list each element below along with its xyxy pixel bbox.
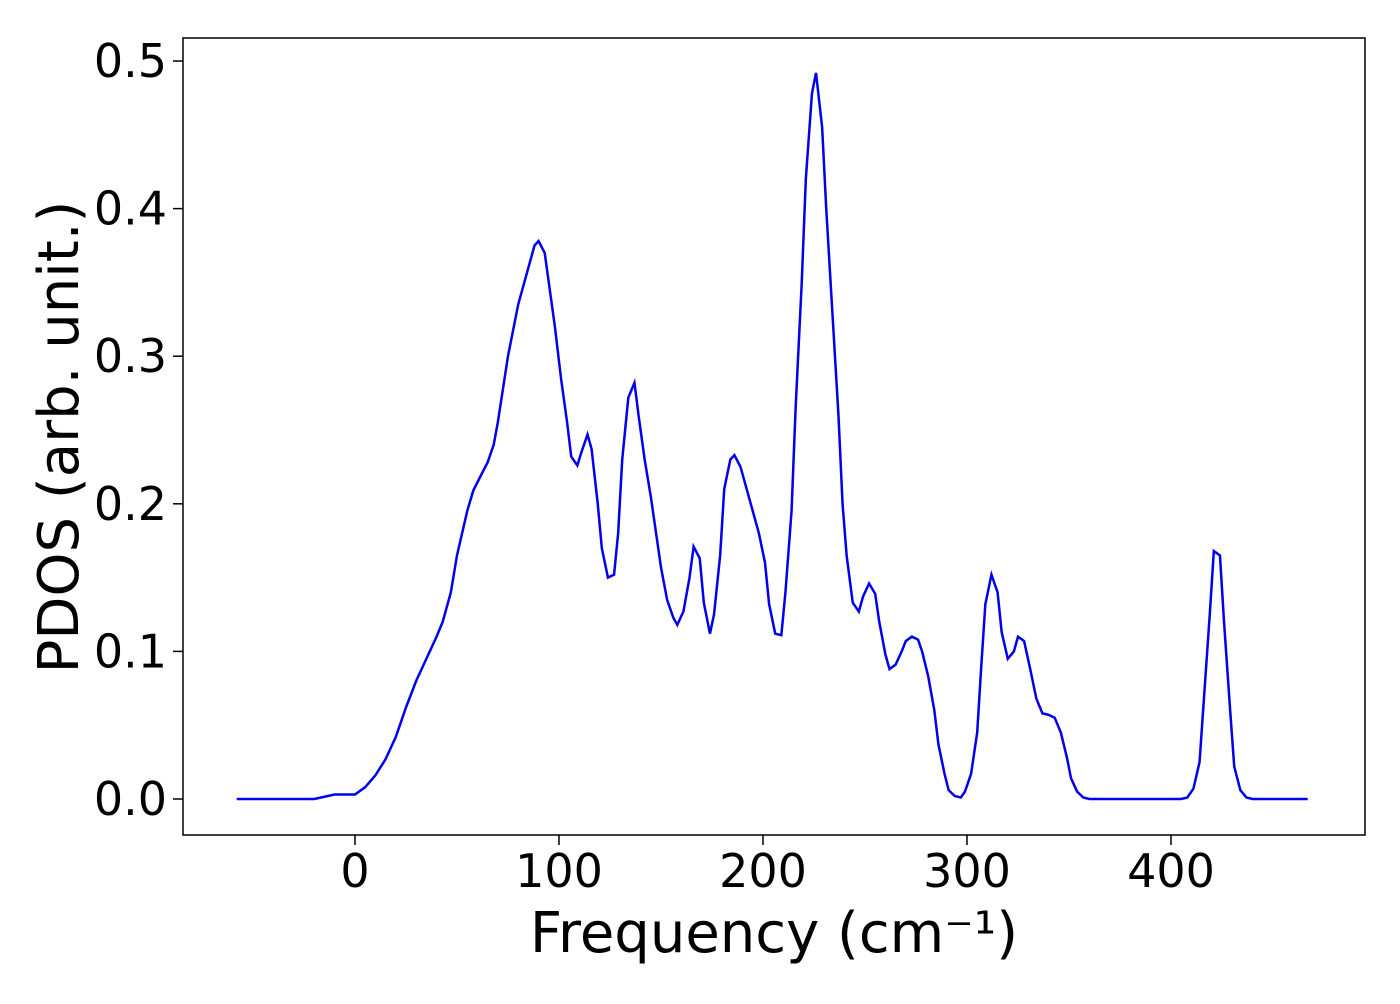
x-tick-label: 0 <box>340 844 369 898</box>
x-tick-label: 200 <box>719 844 807 898</box>
y-axis-label: PDOS (arb. unit.) <box>27 201 92 674</box>
plot-frame <box>182 37 1366 836</box>
y-tick-label: 0.2 <box>94 477 167 531</box>
y-tick-label: 0.4 <box>94 182 167 236</box>
line <box>236 72 1308 801</box>
x-tick-label: 300 <box>923 844 1011 898</box>
y-tick-label: 0.5 <box>94 34 167 88</box>
y-tick-label: 0.0 <box>94 772 167 826</box>
y-tick-label: 0.3 <box>94 329 167 383</box>
x-tick-label: 400 <box>1127 844 1215 898</box>
x-axis-label: Frequency (cm⁻¹) <box>530 901 1018 966</box>
y-tick-label: 0.1 <box>94 624 167 678</box>
x-tick-label: 100 <box>515 844 603 898</box>
